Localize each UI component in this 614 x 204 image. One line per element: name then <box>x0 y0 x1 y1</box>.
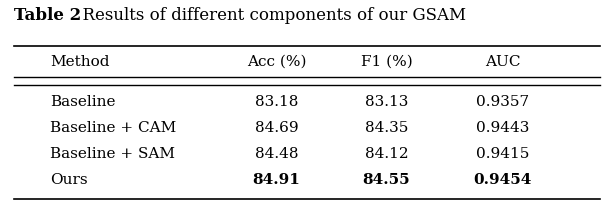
Text: AUC: AUC <box>485 55 520 69</box>
Text: 84.48: 84.48 <box>255 147 298 161</box>
Text: 0.9443: 0.9443 <box>476 121 529 135</box>
Text: 0.9415: 0.9415 <box>476 147 529 161</box>
Text: . Results of different components of our GSAM: . Results of different components of our… <box>72 7 466 24</box>
Text: 84.12: 84.12 <box>365 147 408 161</box>
Text: 84.69: 84.69 <box>255 121 298 135</box>
Text: Acc (%): Acc (%) <box>247 55 306 69</box>
Text: Baseline + CAM: Baseline + CAM <box>50 121 177 135</box>
Text: 83.13: 83.13 <box>365 95 408 109</box>
Text: F1 (%): F1 (%) <box>360 55 413 69</box>
Text: Method: Method <box>50 55 110 69</box>
Text: 84.55: 84.55 <box>363 173 410 187</box>
Text: 84.35: 84.35 <box>365 121 408 135</box>
Text: 83.18: 83.18 <box>255 95 298 109</box>
Text: Ours: Ours <box>50 173 88 187</box>
Text: 84.91: 84.91 <box>252 173 300 187</box>
Text: Table 2: Table 2 <box>14 7 81 24</box>
Text: 0.9357: 0.9357 <box>476 95 529 109</box>
Text: Baseline + SAM: Baseline + SAM <box>50 147 175 161</box>
Text: Baseline: Baseline <box>50 95 116 109</box>
Text: 0.9454: 0.9454 <box>473 173 532 187</box>
